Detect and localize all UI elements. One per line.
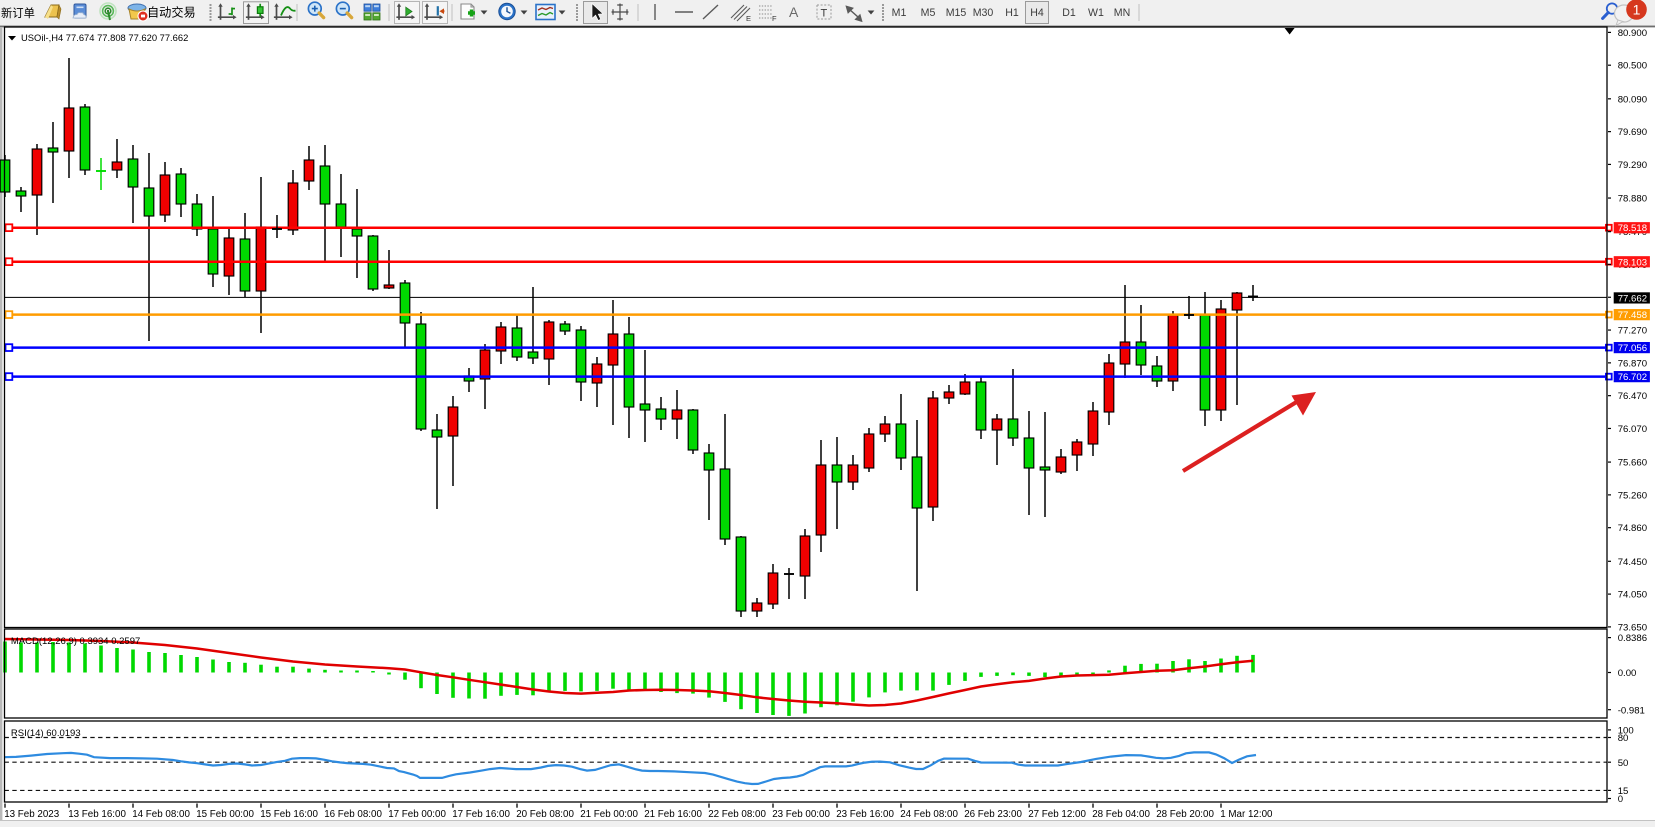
svg-text:79.290: 79.290 <box>1618 160 1647 171</box>
svg-text:M15: M15 <box>946 7 967 19</box>
svg-text:14 Feb 08:00: 14 Feb 08:00 <box>132 809 190 820</box>
svg-text:MACD(12,26,9) 0.3934 0.2597: MACD(12,26,9) 0.3934 0.2597 <box>11 636 140 647</box>
svg-text:20 Feb 08:00: 20 Feb 08:00 <box>516 809 574 820</box>
svg-text:H4: H4 <box>1030 7 1044 19</box>
svg-text:0: 0 <box>1618 794 1623 805</box>
svg-text:W1: W1 <box>1088 7 1104 19</box>
svg-text:76.702: 76.702 <box>1618 372 1647 383</box>
svg-text:77.270: 77.270 <box>1618 326 1647 337</box>
svg-text:50: 50 <box>1618 758 1629 769</box>
svg-text:21 Feb 16:00: 21 Feb 16:00 <box>644 809 702 820</box>
svg-text:USOil-,H4 77.674 77.808 77.62: USOil-,H4 77.674 77.808 77.620 77.662 <box>21 32 188 43</box>
svg-text:-0.981: -0.981 <box>1618 705 1645 716</box>
svg-text:77.458: 77.458 <box>1618 310 1647 321</box>
svg-text:76.070: 76.070 <box>1618 424 1647 435</box>
svg-text:15 Feb 16:00: 15 Feb 16:00 <box>260 809 318 820</box>
svg-text:T: T <box>821 8 828 20</box>
svg-text:22 Feb 08:00: 22 Feb 08:00 <box>708 809 766 820</box>
svg-text:80.090: 80.090 <box>1618 94 1647 105</box>
svg-text:13 Feb 16:00: 13 Feb 16:00 <box>68 809 126 820</box>
svg-text:78.103: 78.103 <box>1618 257 1647 268</box>
svg-text:M1: M1 <box>892 7 907 19</box>
svg-text:79.690: 79.690 <box>1618 127 1647 138</box>
svg-text:0.00: 0.00 <box>1618 668 1637 679</box>
svg-text:新订单: 新订单 <box>1 6 35 20</box>
svg-text:自动交易: 自动交易 <box>147 5 196 20</box>
svg-text:13 Feb 2023: 13 Feb 2023 <box>4 809 60 820</box>
svg-text:73.650: 73.650 <box>1618 622 1647 633</box>
svg-text:A: A <box>789 4 799 20</box>
svg-text:21 Feb 00:00: 21 Feb 00:00 <box>580 809 638 820</box>
svg-text:100: 100 <box>1618 726 1634 737</box>
svg-text:15: 15 <box>1618 786 1629 797</box>
svg-text:26 Feb 23:00: 26 Feb 23:00 <box>964 809 1022 820</box>
svg-text:17 Feb 00:00: 17 Feb 00:00 <box>388 809 446 820</box>
svg-text:28 Feb 04:00: 28 Feb 04:00 <box>1092 809 1150 820</box>
svg-text:17 Feb 16:00: 17 Feb 16:00 <box>452 809 510 820</box>
svg-text:M5: M5 <box>921 7 936 19</box>
svg-text:23 Feb 00:00: 23 Feb 00:00 <box>772 809 830 820</box>
svg-text:74.860: 74.860 <box>1618 523 1647 534</box>
svg-text:M30: M30 <box>973 7 994 19</box>
svg-text:D1: D1 <box>1062 7 1076 19</box>
svg-text:28 Feb 20:00: 28 Feb 20:00 <box>1156 809 1214 820</box>
svg-text:H1: H1 <box>1005 7 1019 19</box>
svg-text:80.900: 80.900 <box>1618 28 1647 39</box>
svg-text:74.050: 74.050 <box>1618 590 1647 601</box>
svg-text:1: 1 <box>1633 1 1641 17</box>
svg-text:MN: MN <box>1114 7 1130 19</box>
svg-text:16 Feb 08:00: 16 Feb 08:00 <box>324 809 382 820</box>
svg-text:75.260: 75.260 <box>1618 490 1647 501</box>
svg-text:80: 80 <box>1618 733 1629 744</box>
svg-text:75.660: 75.660 <box>1618 458 1647 469</box>
svg-text:80.500: 80.500 <box>1618 61 1647 72</box>
svg-text:77.662: 77.662 <box>1618 293 1647 304</box>
svg-text:1 Mar 12:00: 1 Mar 12:00 <box>1220 809 1273 820</box>
svg-text:76.870: 76.870 <box>1618 358 1647 369</box>
svg-text:77.056: 77.056 <box>1618 343 1647 354</box>
svg-text:78.880: 78.880 <box>1618 194 1647 205</box>
svg-text:0.8386: 0.8386 <box>1618 633 1647 644</box>
svg-text:24 Feb 08:00: 24 Feb 08:00 <box>900 809 958 820</box>
svg-text:78.518: 78.518 <box>1618 223 1647 234</box>
svg-text:RSI(14) 60.0193: RSI(14) 60.0193 <box>11 728 81 739</box>
svg-text:27 Feb 12:00: 27 Feb 12:00 <box>1028 809 1086 820</box>
svg-text:76.470: 76.470 <box>1618 391 1647 402</box>
svg-text:F: F <box>772 14 777 23</box>
svg-text:74.450: 74.450 <box>1618 557 1647 568</box>
svg-text:15 Feb 00:00: 15 Feb 00:00 <box>196 809 254 820</box>
svg-text:E: E <box>746 14 751 23</box>
svg-text:23 Feb 16:00: 23 Feb 16:00 <box>836 809 894 820</box>
